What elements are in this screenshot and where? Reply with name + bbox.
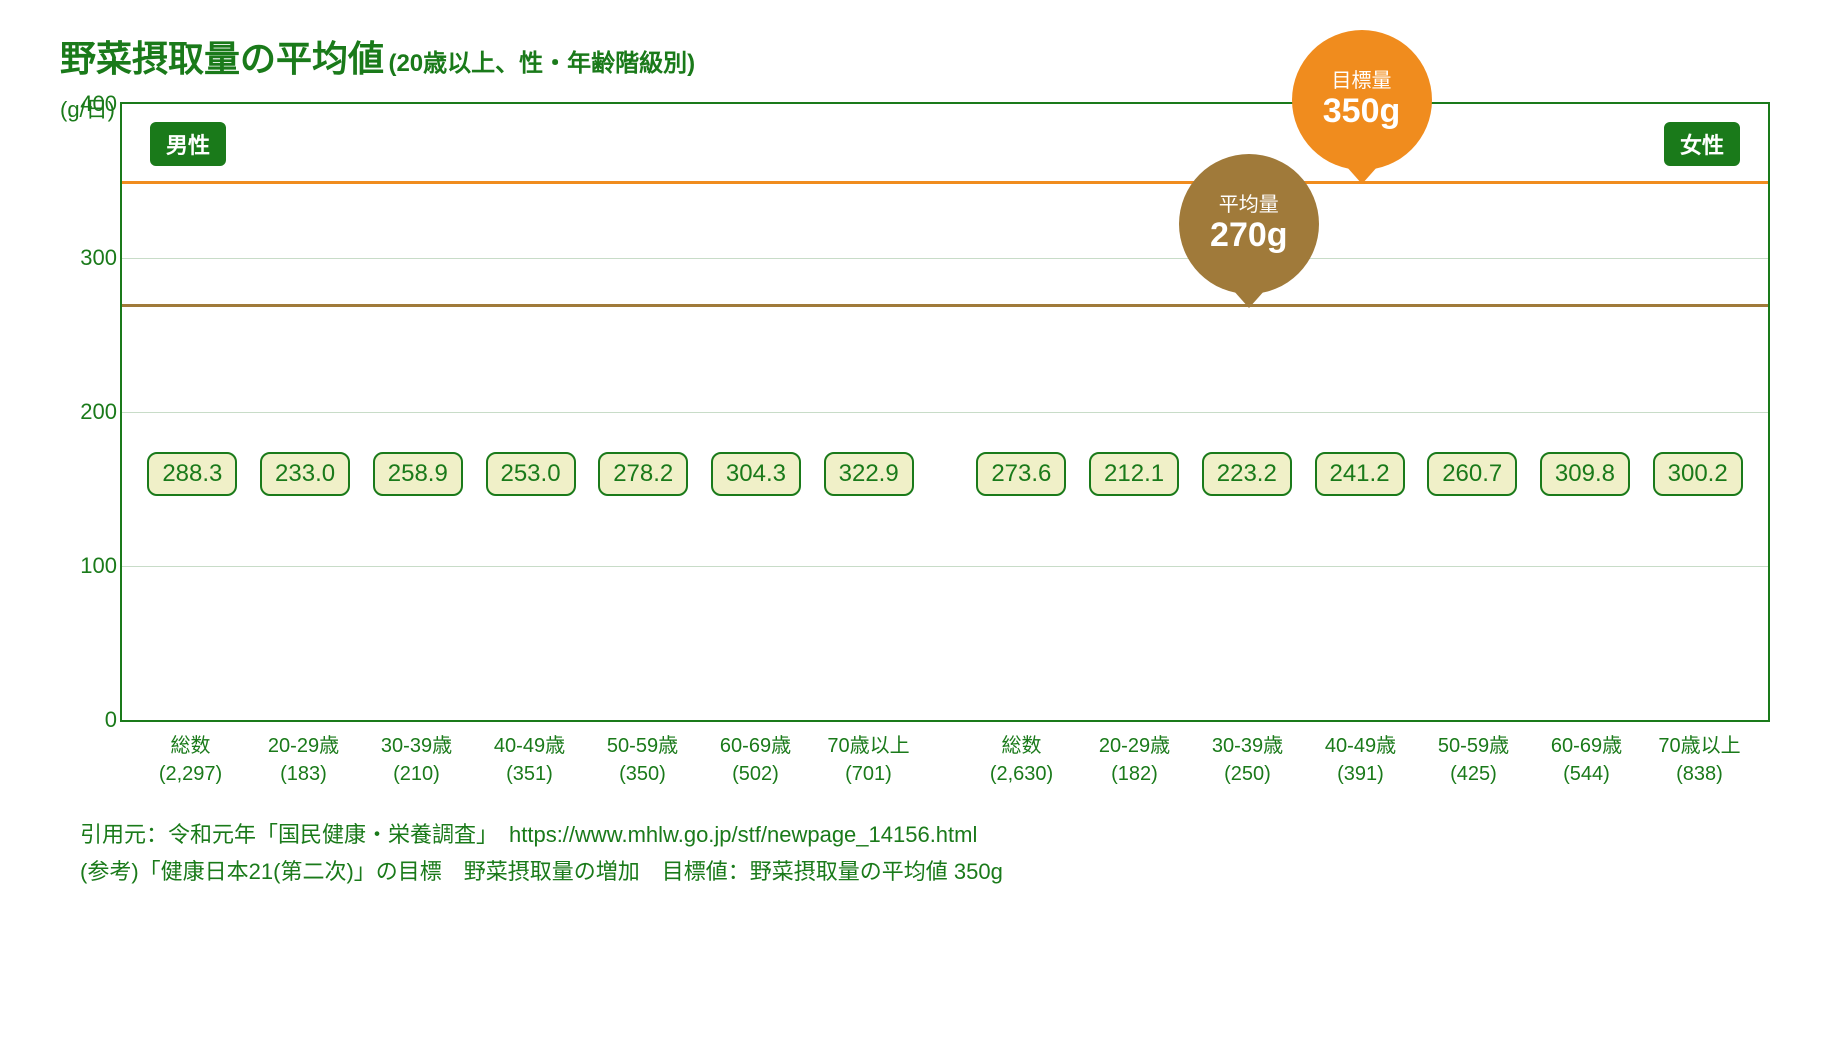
y-tick-label: 100 (67, 553, 117, 579)
x-tick-label: 20-29歳(182) (1078, 732, 1191, 788)
footer-line-2: (参考)「健康日本21(第二次)」の目標 野菜摂取量の増加 目標値：野菜摂取量の… (80, 853, 1770, 890)
bar-value-label: 258.9 (373, 452, 463, 496)
value-strip: 288.3 233.0 258.9 253.0 278.2 304.3 322.9 273.6… (122, 444, 1768, 504)
x-tick-label: 40-49歳(351) (473, 732, 586, 788)
y-tick-label: 200 (67, 399, 117, 425)
x-tick-label: 40-49歳(391) (1304, 732, 1417, 788)
bar-value-label: 278.2 (598, 452, 688, 496)
x-tick-label: 20-29歳(183) (247, 732, 360, 788)
bar-value-label: 223.2 (1202, 452, 1292, 496)
average-bubble: 平均量270g (1179, 154, 1319, 294)
x-tick-label: 60-69歳(544) (1530, 732, 1643, 788)
y-tick-label: 0 (67, 707, 117, 733)
bar-value-label: 309.8 (1540, 452, 1630, 496)
x-tick-label: 30-39歳(210) (360, 732, 473, 788)
female-badge: 女性 (1664, 122, 1740, 166)
bar-value-label: 288.3 (147, 452, 237, 496)
x-tick-label: 30-39歳(250) (1191, 732, 1304, 788)
chart-title: 野菜摂取量の平均値 (20歳以上、性・年齢階級別) (60, 30, 1770, 82)
footer-line-1: 引用元：令和元年「国民健康・栄養調査」 https://www.mhlw.go.… (80, 816, 1770, 853)
title-main: 野菜摂取量の平均値 (60, 38, 384, 79)
male-badge: 男性 (150, 122, 226, 166)
title-sub: (20歳以上、性・年齢階級別) (388, 50, 695, 77)
gridline (122, 566, 1768, 567)
x-tick-label: 60-69歳(502) (699, 732, 812, 788)
gridline (122, 412, 1768, 413)
x-tick-label: 70歳以上(838) (1643, 732, 1756, 788)
gridline (122, 258, 1768, 259)
y-tick-label: 400 (67, 91, 117, 117)
x-axis: 総数(2,297)20-29歳(183)30-39歳(210)40-49歳(35… (120, 722, 1770, 788)
x-tick-label: 50-59歳(425) (1417, 732, 1530, 788)
target-bubble: 目標量350g (1292, 30, 1432, 170)
average-line (122, 304, 1768, 307)
x-tick-label: 総数(2,630) (965, 732, 1078, 788)
bar-value-label: 241.2 (1315, 452, 1405, 496)
chart: (g/日) 男性 女性 288.3233.0258.9253.0278.2304… (120, 102, 1770, 788)
bar-value-label: 300.2 (1653, 452, 1743, 496)
bar-value-label: 233.0 (260, 452, 350, 496)
target-line (122, 181, 1768, 184)
footer: 引用元：令和元年「国民健康・栄養調査」 https://www.mhlw.go.… (80, 816, 1770, 891)
bar-value-label: 273.6 (976, 452, 1066, 496)
bar-value-label: 322.9 (824, 452, 914, 496)
bar-value-label: 212.1 (1089, 452, 1179, 496)
plot-area: 男性 女性 288.3 233.0 258.9 253.0 278.2 304.3 322.… (120, 102, 1770, 722)
x-tick-label: 70歳以上(701) (812, 732, 925, 788)
bar-value-label: 260.7 (1427, 452, 1517, 496)
x-tick-label: 50-59歳(350) (586, 732, 699, 788)
bar-value-label: 304.3 (711, 452, 801, 496)
bar-value-label: 253.0 (486, 452, 576, 496)
x-tick-label: 総数(2,297) (134, 732, 247, 788)
y-tick-label: 300 (67, 245, 117, 271)
